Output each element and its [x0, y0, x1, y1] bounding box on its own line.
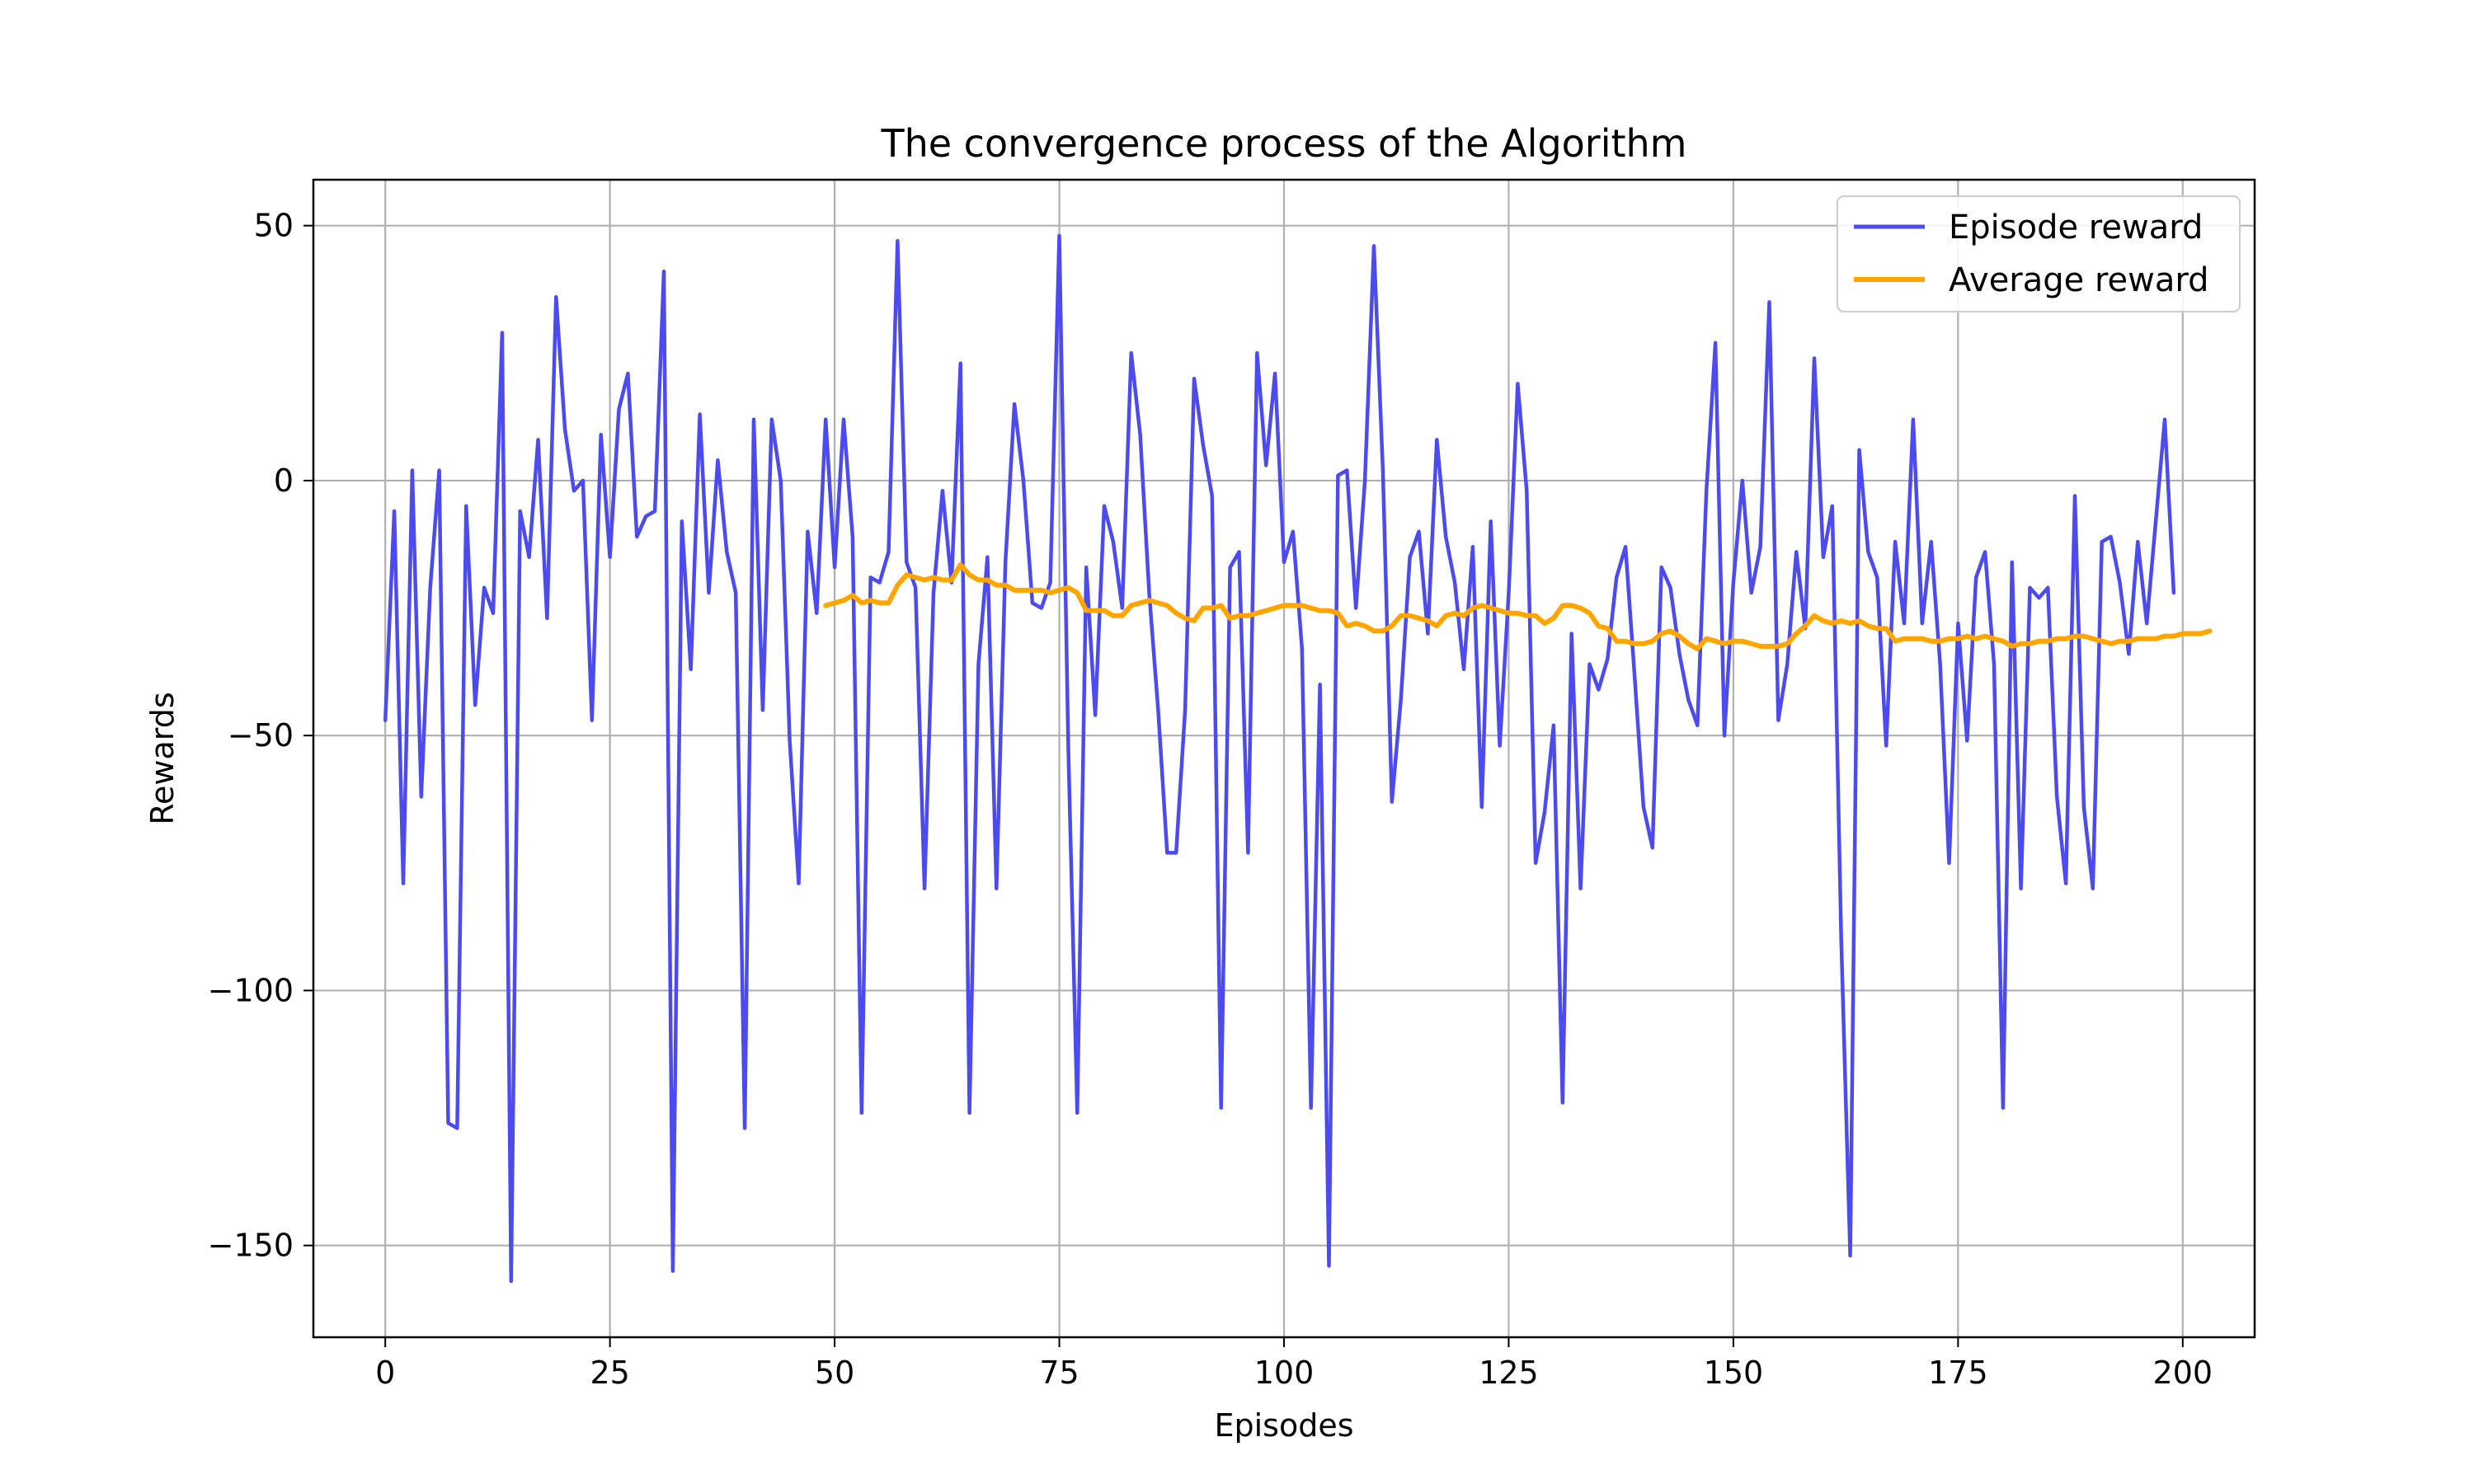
x-tick-label: 0 — [375, 1355, 395, 1391]
x-tick-label: 75 — [1039, 1355, 1079, 1391]
x-tick-label: 150 — [1704, 1355, 1764, 1391]
y-tick-label: −50 — [228, 717, 294, 754]
x-tick-label: 200 — [2153, 1355, 2213, 1391]
y-tick-label: 50 — [254, 208, 294, 244]
plot-series — [383, 233, 2213, 1284]
y-tick-label: 0 — [274, 463, 294, 499]
y-tick-label: −150 — [208, 1228, 294, 1264]
x-tick-label: 50 — [815, 1355, 854, 1391]
axis-ticks: 0 25 50 75 100 125 150 175 200 50 0 −50 −100 −150 — [208, 208, 2213, 1391]
x-tick-label: 100 — [1254, 1355, 1315, 1391]
episode-reward-line — [383, 233, 2176, 1284]
x-tick-label: 25 — [590, 1355, 629, 1391]
y-axis-label: Rewards — [144, 692, 181, 824]
legend-label-average-reward: Average reward — [1949, 261, 2209, 299]
y-tick-label: −100 — [208, 972, 294, 1008]
legend: Episode reward Average reward — [1837, 195, 2241, 312]
chart-title: The convergence process of the Algorithm — [880, 121, 1686, 166]
average-reward-line — [823, 562, 2213, 651]
x-tick-label: 125 — [1479, 1355, 1539, 1391]
x-tick-label: 175 — [1928, 1355, 1988, 1391]
legend-box — [1837, 195, 2241, 312]
x-axis-label: Episodes — [1214, 1407, 1353, 1444]
legend-label-episode-reward: Episode reward — [1949, 209, 2203, 247]
